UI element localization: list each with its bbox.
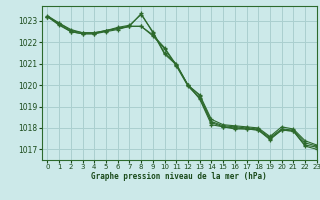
X-axis label: Graphe pression niveau de la mer (hPa): Graphe pression niveau de la mer (hPa) [91, 172, 267, 181]
